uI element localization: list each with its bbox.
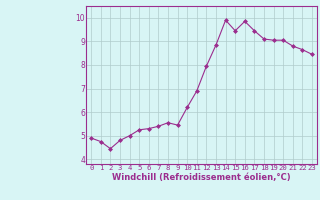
X-axis label: Windchill (Refroidissement éolien,°C): Windchill (Refroidissement éolien,°C) — [112, 173, 291, 182]
